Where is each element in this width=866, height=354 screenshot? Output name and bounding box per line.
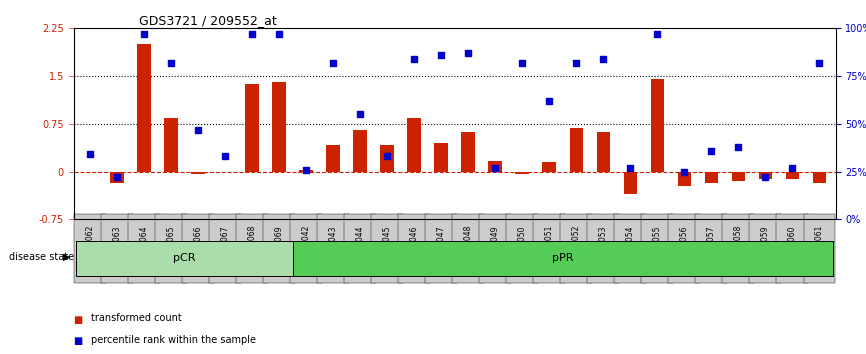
Point bbox=[191, 127, 205, 132]
Bar bbox=[624, 172, 637, 194]
Point bbox=[704, 148, 718, 154]
Bar bbox=[812, 172, 826, 183]
Point bbox=[597, 56, 611, 62]
Text: transformed count: transformed count bbox=[91, 313, 182, 323]
Bar bbox=[515, 172, 529, 173]
Text: GDS3721 / 209552_at: GDS3721 / 209552_at bbox=[139, 14, 276, 27]
Point bbox=[164, 60, 178, 65]
Point bbox=[434, 52, 448, 58]
Bar bbox=[353, 130, 367, 172]
FancyBboxPatch shape bbox=[293, 241, 833, 276]
Text: pPR: pPR bbox=[552, 253, 573, 263]
Bar bbox=[245, 84, 259, 172]
Bar bbox=[542, 162, 556, 172]
Bar bbox=[488, 161, 502, 172]
Bar bbox=[110, 172, 124, 183]
Bar bbox=[597, 132, 610, 172]
Point bbox=[677, 169, 691, 175]
Point bbox=[624, 165, 637, 171]
Bar bbox=[326, 145, 339, 172]
Point bbox=[272, 31, 286, 37]
Bar bbox=[300, 170, 313, 172]
Point bbox=[542, 98, 556, 104]
Point bbox=[245, 31, 259, 37]
Point bbox=[650, 31, 664, 37]
Text: percentile rank within the sample: percentile rank within the sample bbox=[91, 335, 256, 344]
Bar bbox=[191, 172, 204, 173]
Point bbox=[218, 154, 232, 159]
Point bbox=[326, 60, 340, 65]
Point bbox=[759, 175, 772, 180]
Text: ■: ■ bbox=[74, 315, 83, 325]
Text: ▶: ▶ bbox=[63, 252, 71, 262]
Bar bbox=[705, 172, 718, 183]
Bar bbox=[435, 143, 448, 172]
Point bbox=[407, 56, 421, 62]
Bar bbox=[462, 132, 475, 172]
Text: pCR: pCR bbox=[173, 253, 196, 263]
Point bbox=[569, 60, 583, 65]
Text: disease state: disease state bbox=[9, 252, 77, 262]
Bar bbox=[137, 44, 151, 172]
Bar bbox=[570, 129, 583, 172]
Point bbox=[380, 154, 394, 159]
Point bbox=[137, 31, 151, 37]
Text: ■: ■ bbox=[74, 336, 83, 346]
Point bbox=[83, 152, 97, 157]
Bar bbox=[677, 172, 691, 186]
Bar bbox=[650, 79, 664, 172]
Bar bbox=[165, 118, 178, 172]
Point bbox=[353, 112, 367, 117]
Point bbox=[812, 60, 826, 65]
Bar bbox=[785, 172, 799, 179]
Point bbox=[110, 175, 124, 180]
Point bbox=[299, 167, 313, 173]
Point bbox=[732, 144, 746, 150]
Point bbox=[515, 60, 529, 65]
Point bbox=[462, 50, 475, 56]
FancyBboxPatch shape bbox=[76, 241, 293, 276]
Point bbox=[785, 165, 799, 171]
Bar bbox=[732, 172, 745, 181]
Point bbox=[488, 165, 502, 171]
Bar bbox=[407, 118, 421, 172]
Bar bbox=[759, 172, 772, 179]
Bar bbox=[380, 145, 394, 172]
Bar bbox=[272, 82, 286, 172]
